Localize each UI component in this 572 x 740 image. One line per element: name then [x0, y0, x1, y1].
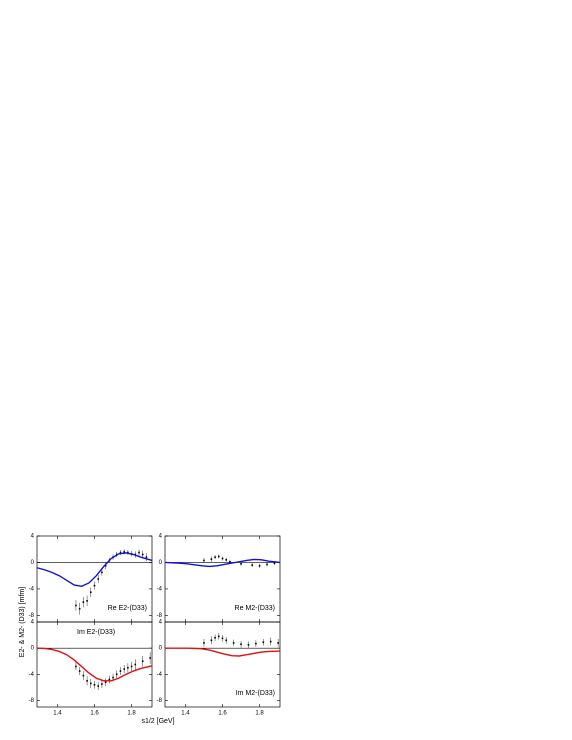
data-point: [225, 639, 228, 642]
data-point: [115, 673, 118, 676]
data-point: [273, 562, 276, 564]
data-point: [134, 663, 137, 666]
data-point: [104, 564, 107, 567]
data-point: [229, 561, 231, 563]
data-point: [210, 558, 213, 560]
data-point: [119, 551, 122, 554]
data-point: [104, 681, 107, 683]
data-point: [93, 584, 96, 587]
data-point: [149, 657, 151, 659]
y-tick-label: -8: [157, 698, 163, 704]
y-tick-label: -4: [29, 587, 35, 593]
data-point: [247, 644, 250, 646]
data-point: [258, 564, 261, 567]
data-point: [101, 683, 103, 685]
data-point: [221, 637, 224, 640]
data-point: [123, 668, 125, 670]
x-tick-label: 1.6: [90, 711, 99, 717]
data-point: [138, 551, 140, 554]
data-point: [232, 642, 235, 644]
data-point: [262, 641, 265, 644]
data-point: [266, 563, 268, 566]
data-point: [82, 674, 85, 677]
model-curve: [165, 647, 281, 657]
y-tick-label: -4: [157, 587, 163, 593]
data-point: [203, 642, 205, 644]
data-point: [127, 551, 129, 554]
x-tick-label: 1.8: [127, 711, 136, 717]
x-tick-label: 1.4: [53, 711, 62, 717]
y-tick-label: 4: [159, 534, 163, 540]
data-point: [78, 607, 81, 610]
y-tick-label: -8: [157, 613, 163, 619]
data-point: [141, 660, 144, 663]
data-point: [217, 635, 220, 638]
data-point: [101, 571, 103, 574]
data-point: [130, 665, 133, 668]
panel-label: Im M2-(D33): [236, 690, 275, 697]
x-tick-label: 1.6: [218, 711, 227, 717]
y-tick-label: 0: [159, 560, 163, 566]
data-point: [203, 559, 205, 562]
data-point: [112, 676, 114, 679]
y-tick-label: 4: [31, 534, 35, 540]
y-tick-label: -4: [29, 672, 35, 678]
data-point: [277, 642, 279, 644]
panel-label: Im E2-(D33): [77, 629, 115, 636]
data-point: [123, 551, 125, 553]
data-point: [251, 564, 253, 566]
data-point: [89, 682, 92, 685]
x-tick-label: 1.4: [181, 711, 190, 717]
data-point: [225, 559, 228, 561]
panel-label: Re M2-(D33): [235, 605, 275, 612]
panel-label: Re E2-(D33): [108, 605, 147, 612]
data-point: [89, 591, 92, 594]
data-point: [214, 636, 216, 639]
data-point: [78, 670, 81, 672]
data-point: [97, 685, 100, 687]
data-point: [214, 556, 216, 558]
data-point: [93, 683, 96, 686]
data-point: [86, 600, 88, 602]
data-point: [255, 642, 257, 645]
data-point: [240, 643, 242, 646]
data-point: [210, 639, 213, 642]
y-tick-label: -8: [29, 613, 35, 619]
x-tick-label: 1.8: [255, 711, 264, 717]
data-point: [141, 553, 144, 556]
data-point: [82, 601, 85, 603]
x-axis-label: s1/2 [GeV]: [141, 718, 174, 725]
y-tick-label: -8: [29, 698, 35, 704]
data-point: [86, 680, 88, 682]
data-point: [108, 678, 111, 681]
data-point: [240, 562, 242, 565]
y-tick-label: 0: [31, 646, 35, 652]
data-point: [269, 640, 272, 643]
data-point: [221, 557, 224, 560]
data-point: [75, 604, 77, 607]
model-curve: [36, 552, 153, 588]
data-point: [97, 578, 100, 580]
data-point: [145, 556, 148, 558]
y-tick-label: 0: [31, 560, 35, 566]
y-tick-label: 4: [159, 620, 163, 626]
model-curve: [164, 558, 281, 568]
y-tick-label: -4: [157, 672, 163, 678]
model-curve: [36, 647, 153, 682]
y-tick-label: 0: [159, 646, 163, 652]
y-tick-label: 4: [31, 620, 35, 626]
data-point: [217, 555, 220, 558]
y-axis-label: E2- & M2- (D33) [mfm]: [19, 587, 26, 657]
data-point: [127, 666, 129, 669]
data-point: [119, 670, 122, 672]
data-point: [75, 665, 77, 668]
